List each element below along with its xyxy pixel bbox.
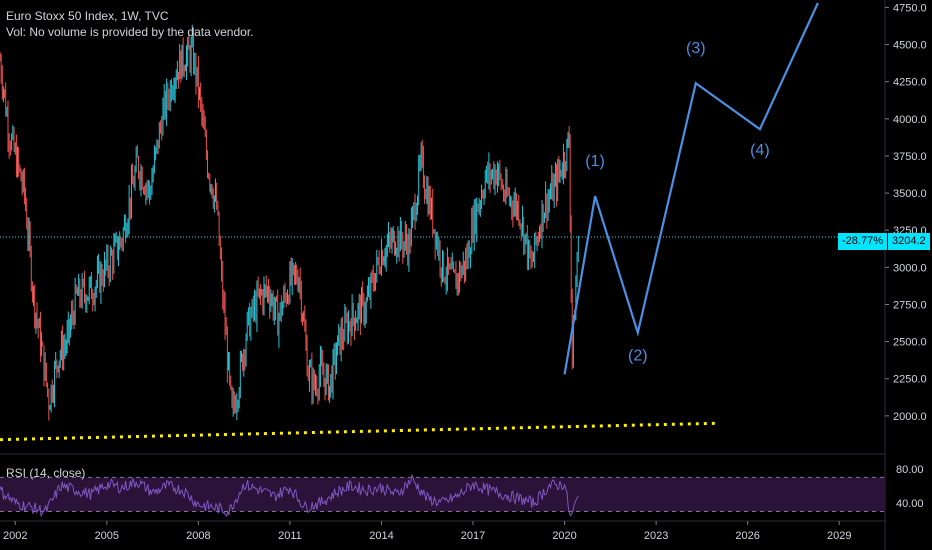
- change-percent: -28.77%: [838, 233, 887, 250]
- volume-note: Vol: No volume is provided by the data v…: [6, 25, 254, 39]
- time-axis[interactable]: 2002 2005 2008 2011 2014 2017 2020 2023 2026 2029: [3, 521, 851, 542]
- x-tick-label: 2008: [186, 530, 210, 542]
- elliott-projection: (1) (2) (3) (4): [563, 2, 819, 375]
- rsi-label[interactable]: RSI (14, close): [6, 466, 86, 480]
- wave-label: (1): [585, 153, 605, 170]
- rsi-pane: [0, 473, 885, 518]
- projection-path: [563, 2, 819, 375]
- wave-label: (2): [628, 348, 648, 365]
- wave-label: (3): [686, 40, 706, 57]
- rsi-tick-label: 80.00: [896, 464, 924, 476]
- last-price: 3204.2: [886, 233, 930, 250]
- y-tick-label: 2500.0: [893, 337, 927, 349]
- x-tick-label: 2005: [95, 530, 119, 542]
- price-axis[interactable]: 4750.04500.04250.04000.03750.03500.03250…: [885, 0, 932, 550]
- x-tick-label: 2020: [552, 530, 576, 542]
- x-tick-label: 2014: [369, 530, 393, 542]
- x-tick-label: 2011: [278, 530, 302, 542]
- y-tick-label: 4000.0: [893, 114, 927, 126]
- support-trendline: [0, 421, 718, 442]
- x-tick-label: 2023: [644, 530, 668, 542]
- y-tick-label: 3750.0: [893, 151, 927, 163]
- wave-label: (4): [750, 142, 770, 159]
- y-tick-label: 4250.0: [893, 77, 927, 89]
- price-axis-bg: [886, 0, 932, 550]
- rsi-tick-label: 40.00: [896, 498, 924, 510]
- y-tick-label: 4750.0: [893, 2, 927, 14]
- rsi-line: [0, 473, 579, 518]
- support-line: [0, 421, 718, 442]
- y-tick-label: 2000.0: [893, 411, 927, 423]
- x-tick-label: 2017: [461, 530, 485, 542]
- y-tick-label: 2750.0: [893, 299, 927, 311]
- y-tick-label: 3500.0: [893, 188, 927, 200]
- price-series: [0, 24, 579, 421]
- x-tick-label: 2026: [735, 530, 759, 542]
- symbol-title[interactable]: Euro Stoxx 50 Index, 1W, TVC: [6, 9, 169, 23]
- y-tick-label: 3000.0: [893, 262, 927, 274]
- price-tag: -28.77% 3204.2: [838, 233, 930, 250]
- chart-legend: Euro Stoxx 50 Index, 1W, TVC Vol: No vol…: [6, 8, 253, 40]
- y-tick-label: 2250.0: [893, 374, 927, 386]
- rsi-band: [0, 477, 885, 512]
- x-tick-label: 2029: [827, 530, 851, 542]
- y-tick-label: 4500.0: [893, 40, 927, 52]
- x-tick-label: 2002: [3, 530, 27, 542]
